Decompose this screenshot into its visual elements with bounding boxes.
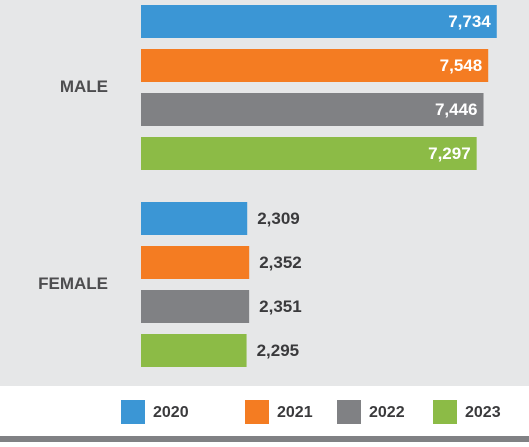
bar: [141, 93, 484, 126]
bottom-rule: [0, 436, 529, 442]
legend-swatch: [433, 400, 457, 424]
legend-swatch: [245, 400, 269, 424]
bar: [141, 49, 489, 82]
value-label: 7,446: [435, 100, 478, 119]
bar: [141, 202, 248, 235]
value-label: 7,734: [448, 12, 491, 31]
bar: [141, 5, 497, 38]
category-label: FEMALE: [38, 274, 108, 293]
value-label: 7,297: [428, 144, 471, 163]
value-label: 2,295: [257, 341, 300, 360]
category-label: MALE: [60, 77, 108, 96]
bar: [141, 246, 250, 279]
legend-swatch: [121, 400, 145, 424]
legend-swatch: [337, 400, 361, 424]
legend-label: 2021: [277, 404, 313, 421]
bar: [141, 137, 477, 170]
value-label: 2,309: [257, 209, 300, 228]
legend-label: 2023: [465, 404, 501, 421]
bar: [141, 290, 250, 323]
value-label: 7,548: [440, 56, 483, 75]
bar: [141, 334, 247, 367]
value-label: 2,351: [259, 297, 302, 316]
value-label: 2,352: [259, 253, 302, 272]
legend-label: 2022: [369, 404, 405, 421]
legend-label: 2020: [153, 404, 189, 421]
